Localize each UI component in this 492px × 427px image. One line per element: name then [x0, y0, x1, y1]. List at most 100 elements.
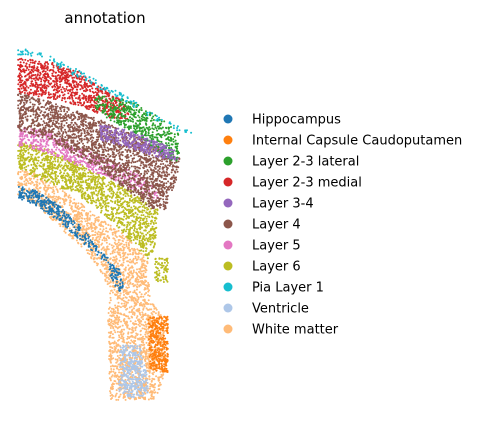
point — [152, 378, 155, 381]
point — [67, 151, 70, 154]
point — [115, 148, 118, 151]
point — [144, 360, 147, 363]
point — [122, 255, 125, 258]
point — [112, 368, 115, 371]
point — [82, 172, 85, 175]
point — [110, 218, 113, 221]
point — [103, 183, 106, 185]
point — [141, 311, 144, 314]
point — [147, 290, 150, 293]
point — [118, 251, 121, 254]
point — [20, 140, 23, 143]
point — [100, 270, 103, 273]
point — [127, 273, 130, 276]
point — [141, 276, 144, 279]
point — [45, 143, 48, 146]
point — [35, 187, 38, 190]
point — [100, 261, 103, 264]
point — [124, 281, 127, 284]
point — [51, 195, 54, 198]
point — [141, 243, 144, 246]
point — [116, 350, 118, 353]
point — [121, 151, 124, 153]
point — [109, 327, 112, 329]
point — [129, 281, 132, 284]
point — [22, 147, 25, 150]
point — [65, 164, 68, 167]
point — [22, 161, 25, 164]
point — [145, 265, 148, 268]
point — [154, 260, 157, 263]
point — [157, 263, 159, 265]
point — [162, 271, 165, 274]
point — [42, 157, 45, 160]
point — [144, 358, 146, 361]
point — [57, 164, 60, 167]
point — [25, 182, 28, 185]
point — [116, 276, 119, 279]
point — [128, 311, 131, 314]
point — [115, 255, 118, 258]
point — [44, 176, 47, 179]
point — [60, 164, 63, 167]
point — [18, 145, 21, 148]
point — [132, 232, 135, 235]
point — [142, 308, 145, 311]
point — [121, 335, 124, 338]
point — [88, 184, 91, 187]
point — [52, 160, 55, 163]
point — [41, 149, 44, 152]
point — [112, 191, 115, 194]
point — [111, 322, 114, 325]
point — [133, 225, 136, 228]
point — [147, 331, 150, 334]
point — [54, 180, 57, 183]
point — [154, 219, 156, 222]
point — [128, 261, 131, 264]
point — [114, 322, 117, 325]
point — [151, 154, 154, 157]
point — [116, 330, 119, 333]
point — [52, 186, 55, 189]
point — [50, 176, 53, 179]
point — [89, 175, 92, 178]
point — [148, 378, 151, 381]
point — [83, 217, 86, 220]
point — [139, 201, 142, 204]
point — [109, 360, 112, 363]
point — [151, 236, 154, 239]
point — [69, 177, 72, 180]
point — [69, 117, 72, 119]
point — [28, 147, 31, 150]
point — [124, 378, 127, 381]
point — [153, 190, 156, 193]
point — [83, 169, 86, 172]
point — [19, 176, 22, 179]
point — [66, 184, 68, 187]
point — [118, 294, 121, 297]
point — [28, 145, 31, 148]
point — [115, 314, 118, 317]
point — [112, 194, 115, 197]
point — [50, 167, 53, 170]
point — [79, 223, 82, 226]
point — [152, 373, 155, 376]
point — [63, 124, 66, 127]
point — [85, 162, 88, 165]
point — [154, 271, 156, 274]
point — [53, 199, 56, 202]
point — [88, 218, 91, 221]
point — [138, 304, 141, 307]
point — [115, 211, 118, 214]
point — [137, 234, 140, 237]
point — [150, 220, 153, 222]
point — [72, 166, 75, 169]
point — [131, 208, 134, 211]
point — [41, 177, 43, 180]
point — [85, 167, 88, 170]
point — [150, 308, 153, 311]
point — [36, 167, 39, 170]
point — [99, 223, 102, 226]
point — [130, 241, 133, 244]
point — [99, 269, 102, 271]
